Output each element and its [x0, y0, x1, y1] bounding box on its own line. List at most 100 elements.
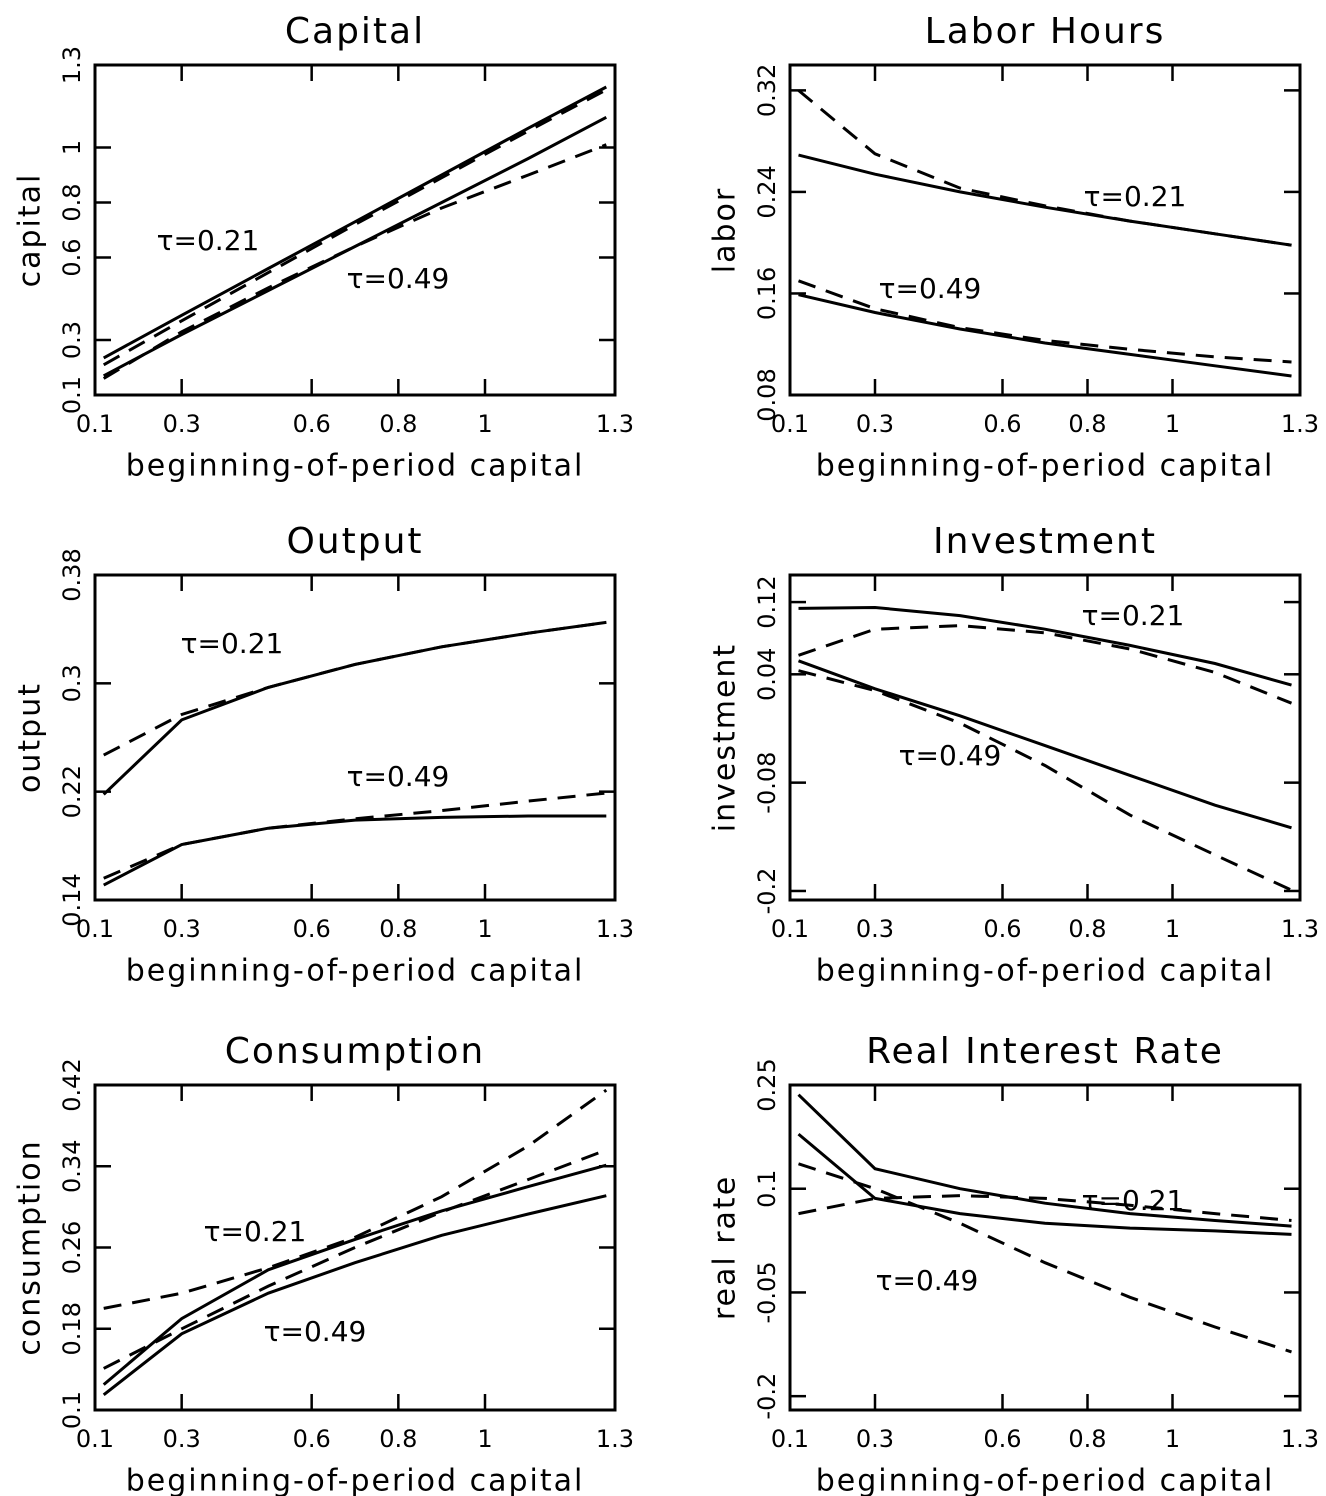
panel: Real Interest Rate 0.1 0.3 0.6 0.8 1 1.3 -0.2 -0… [708, 1031, 1320, 1496]
y-tick-label: -0.2 [753, 868, 781, 915]
x-tick-label: 0.8 [379, 1425, 417, 1453]
y-tick-label: 0.42 [58, 1058, 86, 1111]
series-line [103, 791, 607, 880]
x-tick-label: 1 [477, 410, 492, 438]
x-tick-label: 0.3 [856, 1425, 894, 1453]
x-tick-label: 0.8 [1068, 410, 1106, 438]
x-tick-label: 0.8 [1068, 1425, 1106, 1453]
y-tick-label: 1 [58, 140, 86, 155]
x-tick-label: 0.8 [379, 410, 417, 438]
annotation: τ=0.49 [879, 272, 982, 305]
y-tick-label: 0.24 [753, 165, 781, 218]
y-tick-label: 0.1 [58, 376, 86, 414]
x-tick-label: 1.3 [1281, 410, 1319, 438]
series-line [102, 85, 608, 360]
series-line [102, 88, 608, 367]
x-axis-label: beginning-of-period capital [126, 449, 585, 484]
plot-frame [93, 1083, 617, 1412]
panel: Capital 0.1 0.3 0.6 0.8 1 1.3 0.1 0.3 0.6 0.8 1 1.3 b… [13, 11, 635, 484]
x-tick-label: 1 [1165, 1425, 1180, 1453]
plot-frame [788, 573, 1302, 902]
y-tick-label: 0.6 [58, 238, 86, 276]
annotation: τ=0.21 [157, 224, 260, 257]
x-tick-label: 0.6 [293, 1425, 331, 1453]
plot-frame [93, 573, 617, 902]
series-line [797, 89, 1292, 247]
series-line [798, 605, 1292, 687]
y-tick-label: 0.3 [58, 664, 86, 702]
y-tick-label: 0.12 [753, 575, 781, 628]
chart-title: Labor Hours [925, 11, 1166, 52]
y-tick-label: 1.3 [58, 46, 86, 84]
y-axis-label: real rate [708, 1175, 743, 1320]
x-tick-label: 0.3 [163, 915, 201, 943]
y-tick-label: 0.26 [58, 1221, 86, 1274]
series-line [797, 659, 1292, 830]
y-tick-label: 0.32 [753, 64, 781, 117]
x-tick-label: 0.3 [856, 410, 894, 438]
annotation: τ=0.21 [181, 627, 284, 660]
x-axis-label: beginning-of-period capital [126, 1464, 585, 1496]
y-axis-label: capital [13, 173, 48, 288]
x-tick-label: 1.3 [596, 915, 634, 943]
series-line [798, 1194, 1292, 1222]
x-tick-label: 1 [1165, 410, 1180, 438]
panel: Consumption 0.1 0.3 0.6 0.8 1 1.3 0.1 0.18 0.26 0.… [13, 1031, 635, 1496]
series-line [798, 153, 1292, 247]
x-tick-label: 0.3 [163, 1425, 201, 1453]
y-tick-label: 0.1 [58, 1391, 86, 1429]
plot-frame [788, 63, 1302, 397]
chart-title: Capital [285, 11, 425, 52]
series-line [797, 1132, 1292, 1236]
annotation: τ=0.21 [1084, 180, 1187, 213]
x-tick-label: 0.1 [76, 1425, 114, 1453]
annotation: τ=0.49 [347, 760, 450, 793]
y-tick-label: 0.18 [58, 1302, 86, 1355]
series-line [798, 1162, 1292, 1354]
x-tick-label: 0.1 [771, 410, 809, 438]
series-line [103, 620, 607, 757]
series-line [797, 1093, 1292, 1228]
y-tick-label: 0.25 [753, 1058, 781, 1111]
x-tick-label: 1 [477, 915, 492, 943]
x-axis-label: beginning-of-period capital [816, 954, 1275, 989]
x-tick-label: 0.3 [163, 410, 201, 438]
annotation: τ=0.21 [1082, 599, 1185, 632]
annotation: τ=0.21 [1082, 1184, 1185, 1217]
x-tick-label: 0.1 [76, 410, 114, 438]
series-line [103, 1148, 607, 1370]
chart-title: Real Interest Rate [866, 1031, 1224, 1072]
y-tick-label: 0.8 [58, 183, 86, 221]
y-tick-label: 0.22 [58, 765, 86, 818]
chart-title: Consumption [225, 1031, 485, 1072]
x-tick-label: 0.6 [983, 915, 1021, 943]
y-tick-label: 0.14 [58, 873, 86, 926]
y-axis-label: labor [708, 187, 743, 273]
panel: Output 0.1 0.3 0.6 0.8 1 1.3 0.14 0.22 0.3 0.38 beg… [13, 521, 635, 989]
x-tick-label: 1.3 [596, 1425, 634, 1453]
y-tick-label: 0.08 [753, 368, 781, 421]
x-tick-label: 0.6 [983, 1425, 1021, 1453]
x-tick-label: 1 [477, 1425, 492, 1453]
x-axis-label: beginning-of-period capital [816, 449, 1275, 484]
x-tick-label: 1.3 [1281, 1425, 1319, 1453]
series-line [102, 115, 608, 378]
series-line [102, 1194, 607, 1396]
annotation: τ=0.49 [876, 1264, 979, 1297]
chart-title: Output [286, 521, 423, 562]
panel: Labor Hours 0.1 0.3 0.6 0.8 1 1.3 0.08 0.16 0.24 0… [708, 11, 1320, 484]
plot-frame [93, 63, 617, 397]
x-tick-label: 1.3 [596, 410, 634, 438]
x-tick-label: 0.1 [771, 1425, 809, 1453]
series-line [103, 1088, 608, 1310]
x-tick-label: 0.3 [856, 915, 894, 943]
y-tick-label: 0.1 [753, 1170, 781, 1208]
x-tick-label: 0.8 [379, 915, 417, 943]
series-line [798, 669, 1293, 892]
y-tick-label: 0.3 [58, 321, 86, 359]
y-axis-label: consumption [13, 1139, 48, 1355]
y-tick-label: -0.08 [753, 752, 781, 814]
series-line [102, 1163, 607, 1386]
